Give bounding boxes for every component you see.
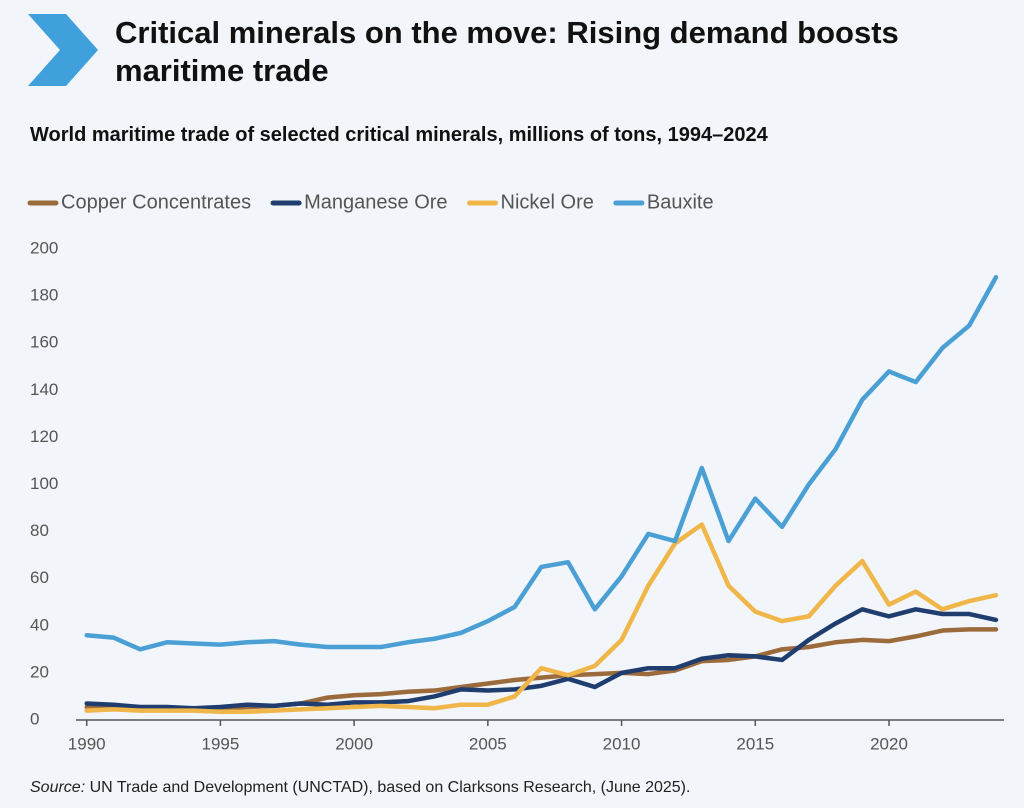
x-tick-label: 2000 (335, 734, 373, 753)
series-line (84, 607, 999, 711)
chevron-icon (28, 14, 98, 86)
x-tick-label: 2005 (469, 734, 507, 753)
y-tick-label: 20 (30, 662, 49, 681)
series-line (84, 275, 999, 652)
x-tick-label: 2010 (603, 734, 641, 753)
chart-title: Critical minerals on the move: Rising de… (115, 15, 899, 88)
y-tick-label: 100 (30, 474, 58, 493)
chart: 0 20 40 60 80 100 120 140 160 180 200 1990 1995 2000 2… (27, 191, 1004, 753)
legend-label: Nickel Ore (501, 191, 594, 213)
chart-subtitle: World maritime trade of selected critica… (30, 124, 768, 146)
y-tick-label: 140 (30, 380, 58, 399)
x-tick-label: 2020 (870, 734, 908, 753)
source-note: Source: UN Trade and Development (UNCTAD… (30, 779, 690, 797)
x-tick-label: 2015 (736, 734, 774, 753)
source-text: UN Trade and Development (UNCTAD), based… (89, 779, 691, 796)
series-line (84, 522, 999, 715)
x-tick-label: 1995 (202, 734, 240, 753)
y-tick-label: 0 (30, 709, 39, 728)
legend-label: Bauxite (647, 191, 714, 213)
y-tick-label: 200 (30, 238, 58, 257)
legend-label: Copper Concentrates (61, 191, 251, 213)
y-tick-label: 120 (30, 427, 58, 446)
y-tick-label: 60 (30, 568, 49, 587)
y-tick-label: 40 (30, 615, 49, 634)
legend-label: Manganese Ore (304, 191, 447, 213)
x-tick-label: 1990 (68, 734, 106, 753)
y-tick-label: 80 (30, 521, 49, 540)
y-tick-label: 160 (30, 333, 58, 352)
y-tick-label: 180 (30, 286, 58, 305)
source-label: Source: (30, 779, 86, 796)
